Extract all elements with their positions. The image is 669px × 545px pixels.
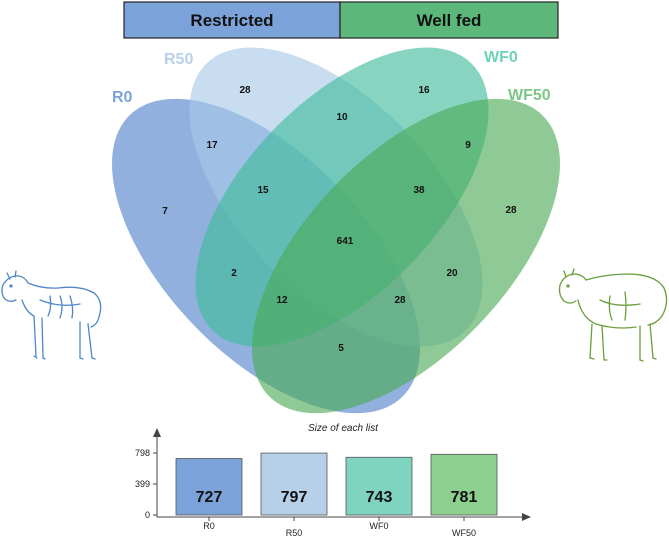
- bar-value-label: 781: [451, 489, 478, 506]
- fat-sheep-icon: [558, 268, 668, 362]
- region-wf0-wf50: 9: [465, 140, 471, 151]
- bar-chart: Size of each list 798 399 0 727 R0 797 R50 743…: [135, 423, 531, 538]
- region-r0-r50: 17: [206, 140, 218, 151]
- region-r0-wf0: 2: [231, 268, 237, 279]
- bar-chart-title: Size of each list: [308, 423, 379, 434]
- region-counts: 7 28 16 28 17 10 9 15 38 641 2 20 12 28 …: [162, 85, 517, 354]
- wellfed-label: Well fed: [417, 11, 482, 30]
- x-tick-label: R0: [203, 521, 215, 531]
- set-label-r0: R0: [112, 89, 133, 106]
- group-header: Restricted Well fed: [123, 1, 559, 39]
- y-tick-label: 0: [145, 510, 150, 520]
- y-axis-arrow: [153, 428, 161, 437]
- region-r50-wf50: 20: [446, 268, 458, 279]
- region-wf0: 16: [418, 85, 430, 96]
- set-label-wf0: WF0: [484, 49, 518, 66]
- region-r0-r50-wf0: 15: [257, 185, 269, 196]
- wellfed-header-box: [339, 1, 559, 39]
- region-r0-wf50: 5: [338, 343, 344, 354]
- y-tick-label: 399: [135, 479, 150, 489]
- region-r0: 7: [162, 206, 168, 217]
- x-tick-label: R50: [286, 528, 303, 538]
- set-label-r50: R50: [164, 51, 193, 68]
- region-r50: 28: [239, 85, 251, 96]
- bar-r50: [260, 452, 328, 516]
- region-r50-wf0: 10: [336, 112, 348, 123]
- restricted-label: Restricted: [190, 11, 273, 30]
- region-r50-wf0-wf50: 38: [413, 185, 425, 196]
- bar-wf50: [430, 453, 498, 516]
- x-tick-label: WF0: [370, 521, 389, 531]
- bar-wf0: [345, 456, 413, 516]
- restricted-header-box: [123, 1, 341, 39]
- venn-ellipses: [112, 47, 560, 414]
- venn-ellipse-wf50: [252, 98, 560, 414]
- x-axis-arrow: [522, 513, 531, 521]
- region-wf50: 28: [505, 205, 517, 216]
- thin-sheep-icon: [1, 270, 102, 360]
- region-all: 641: [337, 236, 354, 247]
- bar-r0: [175, 458, 243, 516]
- region-r0-wf0-wf50: 12: [276, 295, 288, 306]
- y-tick-label: 798: [135, 448, 150, 458]
- set-label-wf50: WF50: [508, 87, 551, 104]
- bar-value-label: 797: [281, 489, 308, 506]
- x-tick-label: WF50: [452, 528, 476, 538]
- region-r0-r50-wf50: 28: [394, 295, 406, 306]
- bar-value-label: 743: [366, 489, 393, 506]
- bar-value-label: 727: [196, 489, 223, 506]
